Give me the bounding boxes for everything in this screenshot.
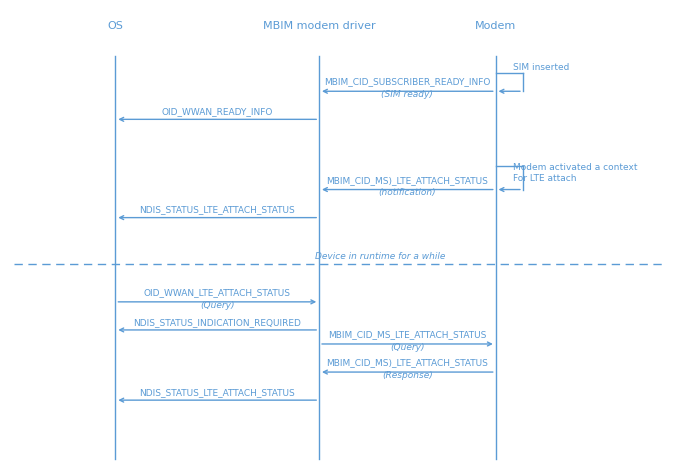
- Text: NDIS_STATUS_LTE_ATTACH_STATUS: NDIS_STATUS_LTE_ATTACH_STATUS: [139, 205, 295, 214]
- Text: OS: OS: [107, 21, 124, 31]
- Text: MBIM_CID_MS)_LTE_ATTACH_STATUS: MBIM_CID_MS)_LTE_ATTACH_STATUS: [327, 176, 488, 185]
- Text: (Query): (Query): [200, 301, 234, 310]
- Text: (Response): (Response): [382, 371, 433, 380]
- Text: Modem: Modem: [475, 21, 516, 31]
- Text: MBIM_CID_SUBSCRIBER_READY_INFO: MBIM_CID_SUBSCRIBER_READY_INFO: [324, 78, 491, 87]
- Text: OID_WWAN_READY_INFO: OID_WWAN_READY_INFO: [162, 107, 273, 116]
- Text: MBIM_CID_MS)_LTE_ATTACH_STATUS: MBIM_CID_MS)_LTE_ATTACH_STATUS: [327, 358, 488, 367]
- Text: Device in runtime for a while: Device in runtime for a while: [315, 252, 445, 261]
- Text: SIM inserted: SIM inserted: [513, 63, 569, 73]
- Text: OID_WWAN_LTE_ATTACH_STATUS: OID_WWAN_LTE_ATTACH_STATUS: [144, 288, 291, 297]
- Text: NDIS_STATUS_LTE_ATTACH_STATUS: NDIS_STATUS_LTE_ATTACH_STATUS: [139, 388, 295, 397]
- Text: (notification): (notification): [379, 189, 436, 197]
- Text: (SIM ready): (SIM ready): [382, 90, 433, 99]
- Text: MBIM modem driver: MBIM modem driver: [263, 21, 375, 31]
- Text: (Query): (Query): [390, 343, 424, 352]
- Text: For LTE attach: For LTE attach: [513, 174, 576, 183]
- Text: MBIM_CID_MS_LTE_ATTACH_STATUS: MBIM_CID_MS_LTE_ATTACH_STATUS: [328, 330, 487, 339]
- Text: NDIS_STATUS_INDICATION_REQUIRED: NDIS_STATUS_INDICATION_REQUIRED: [133, 318, 301, 327]
- Text: Modem activated a context: Modem activated a context: [513, 163, 637, 172]
